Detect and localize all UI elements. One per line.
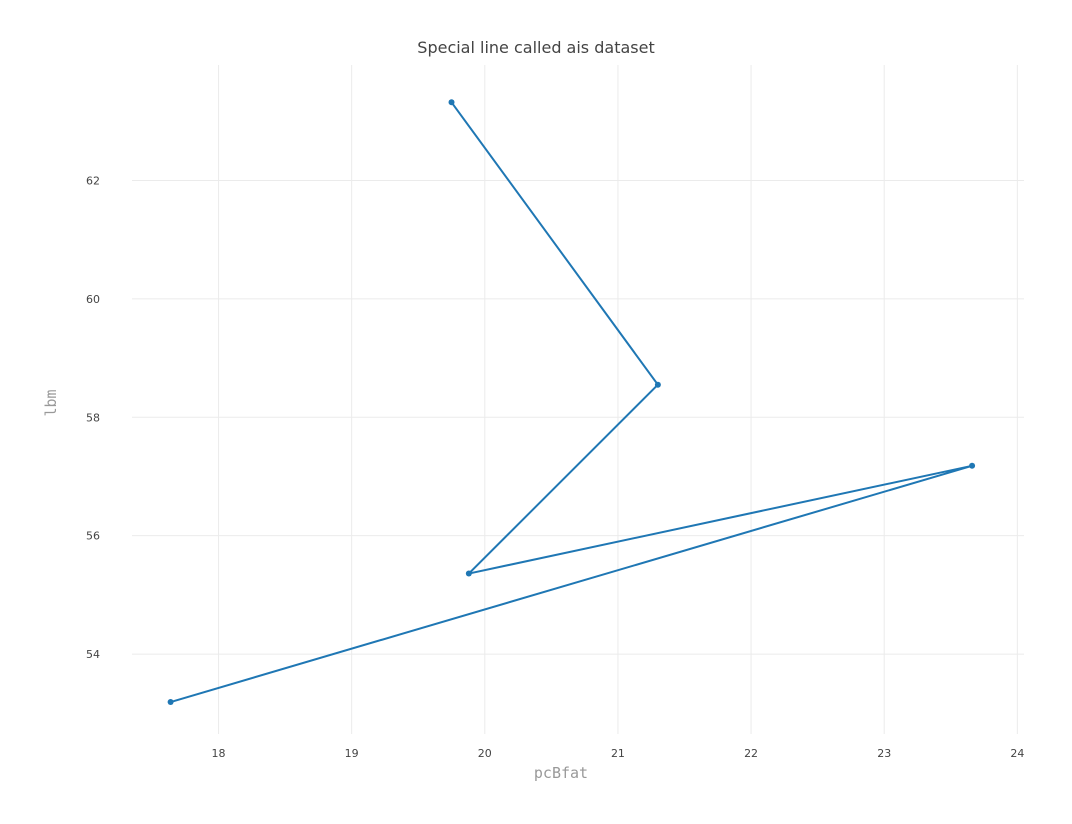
x-tick-label: 24 [1010,747,1024,760]
y-tick-label: 62 [86,174,100,187]
x-axis-ticks: 18 19 20 21 22 23 24 [212,747,1025,760]
grid [132,65,1024,734]
x-tick-label: 19 [345,747,359,760]
y-tick-label: 58 [86,411,100,424]
series-group [167,99,976,706]
y-axis-label: lbm [42,389,60,416]
data-point[interactable] [448,99,455,106]
data-point[interactable] [465,570,472,577]
y-axis-ticks: 54 56 58 60 62 [86,174,100,661]
x-tick-label: 21 [611,747,625,760]
chart-title: Special line called ais dataset [417,38,654,57]
y-tick-label: 60 [86,293,100,306]
x-tick-label: 18 [212,747,226,760]
y-tick-label: 56 [86,530,100,543]
data-point[interactable] [969,462,976,469]
data-point[interactable] [654,381,661,388]
x-tick-label: 22 [744,747,758,760]
x-tick-label: 20 [478,747,492,760]
x-tick-label: 23 [877,747,891,760]
x-axis-label: pcBfat [534,764,588,782]
y-tick-label: 54 [86,648,100,661]
data-point[interactable] [167,699,174,706]
